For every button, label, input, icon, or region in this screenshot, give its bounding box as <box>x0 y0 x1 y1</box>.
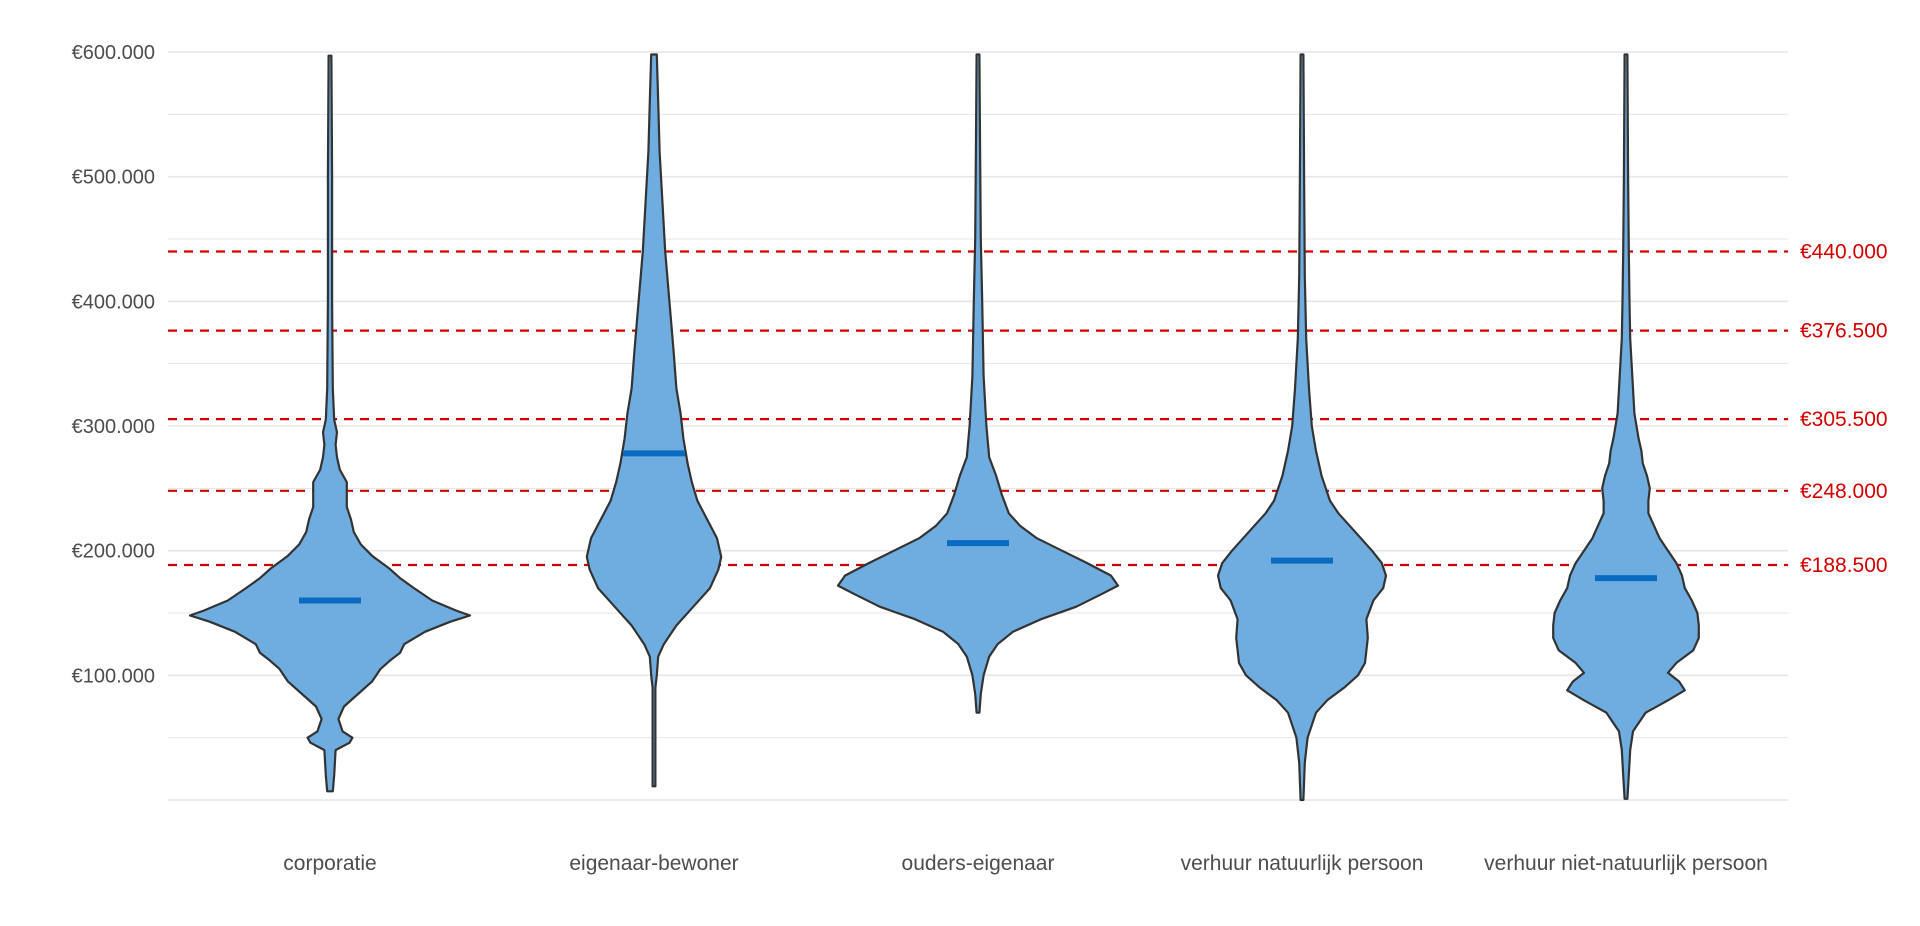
y-tick-label: €500.000 <box>72 167 155 189</box>
reference-line-label: €440.000 <box>1800 240 1888 263</box>
violin-ouders-eigenaar <box>836 53 1120 714</box>
violin-eigenaar-bewoner <box>585 53 723 788</box>
violin-verhuur-niet-natuurlijk-persoon <box>1552 53 1700 800</box>
violin-verhuur-natuurlijk-persoon <box>1216 53 1388 802</box>
x-tick-label: corporatie <box>283 852 376 875</box>
reference-line-labels: €440.000 €376.500 €305.500 €248.000 €188.500 <box>1800 240 1888 577</box>
violin-corporatie <box>188 54 472 793</box>
reference-lines <box>168 250 1788 567</box>
y-tick-label: €300.000 <box>72 416 155 438</box>
reference-line-label: €376.500 <box>1800 320 1888 343</box>
x-tick-label: verhuur natuurlijk persoon <box>1181 852 1424 875</box>
y-axis-tick-labels: €100.000 €200.000 €300.000 €400.000 €500.000… <box>72 42 155 687</box>
violins <box>188 53 1700 802</box>
reference-line-label: €188.500 <box>1800 554 1888 577</box>
x-axis-tick-labels: corporatie eigenaar-bewoner ouders-eigenaa… <box>283 852 1768 875</box>
x-tick-label: verhuur niet-natuurlijk persoon <box>1484 852 1768 875</box>
y-tick-label: €100.000 <box>72 665 155 687</box>
reference-line-label: €305.500 <box>1800 408 1888 431</box>
y-tick-label: €400.000 <box>72 291 155 313</box>
x-tick-label: ouders-eigenaar <box>902 852 1055 875</box>
reference-line-label: €248.000 <box>1800 480 1888 503</box>
y-tick-label: €600.000 <box>72 42 155 64</box>
x-tick-label: eigenaar-bewoner <box>569 852 738 875</box>
y-tick-label: €200.000 <box>72 541 155 563</box>
